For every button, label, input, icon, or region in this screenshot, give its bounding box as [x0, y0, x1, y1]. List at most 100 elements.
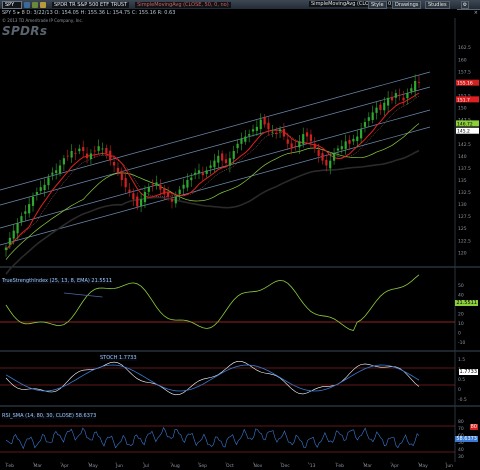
candle-body — [186, 179, 189, 188]
drawings-button[interactable]: Drawings — [392, 1, 422, 9]
candle-body — [410, 88, 413, 92]
candle-body — [190, 177, 193, 181]
candle-body — [305, 132, 309, 137]
rsi-upper-tag: 80 — [469, 424, 478, 430]
candle-body — [417, 81, 421, 83]
candle-body — [209, 165, 212, 168]
stoch-study-label[interactable]: STOCH 1.7733 — [100, 355, 137, 361]
price-tag-label: 151.7 — [457, 97, 470, 103]
x-axis-label: Feb — [6, 463, 14, 469]
candle-body — [217, 155, 220, 163]
candle-body — [201, 173, 204, 176]
copyright-text: © 2013 TD Ameritrade IP Company, Inc. — [2, 18, 83, 23]
x-axis-label: Feb — [336, 463, 344, 469]
sma20-line — [5, 96, 420, 252]
candle-body — [228, 158, 231, 166]
x-axis-label: '13 — [309, 463, 316, 469]
candle-body — [178, 189, 181, 195]
candle-body — [20, 216, 23, 222]
price-tick-label: 135 — [458, 178, 467, 184]
candle-body — [101, 148, 104, 150]
settings-gear-icon[interactable]: ⚙ — [461, 1, 469, 9]
study-label-sma34[interactable]: SimpleMovingAvg (CLOSE, 34, 0) — [309, 1, 396, 7]
candle-body — [221, 153, 224, 161]
candle-body — [236, 143, 239, 149]
channel-line — [0, 109, 431, 229]
candle-body — [163, 188, 166, 195]
candle-body — [139, 199, 143, 206]
chart-type-icon[interactable] — [24, 1, 30, 8]
candle-body — [383, 102, 386, 111]
tsi-study-label[interactable]: TrueStrengthIndex (25, 13, 8, EMA) 21.55… — [2, 278, 113, 284]
x-axis-label: Sep — [199, 463, 208, 469]
candle-body — [224, 159, 228, 164]
rsi-tick-label: 70 — [458, 426, 464, 432]
candle-body — [394, 93, 397, 98]
flexible-grid-icon[interactable] — [40, 1, 46, 8]
price-tag-box — [456, 79, 479, 86]
candle-body — [136, 196, 139, 207]
x-axis-label: Oct — [226, 463, 234, 469]
candle-body — [321, 153, 324, 161]
candle-body — [47, 177, 50, 186]
stoch-d-line — [5, 364, 420, 392]
candle-body — [259, 119, 262, 130]
price-tick-label: 157.5 — [458, 69, 471, 75]
channel-line — [0, 86, 431, 206]
compare-icon[interactable] — [32, 1, 38, 8]
style-button[interactable]: Style — [368, 1, 387, 9]
candle-body — [251, 129, 255, 132]
candle-body — [290, 143, 293, 149]
candle-body — [51, 172, 54, 175]
price-tick-label: 132.5 — [458, 190, 471, 196]
candle-body — [89, 153, 93, 160]
candle-body — [309, 134, 313, 142]
candle-body — [263, 117, 266, 125]
tsi-value-tag: 21.5511 — [455, 300, 478, 306]
price-tick-label: 142.5 — [458, 142, 471, 148]
rsi-line — [5, 426, 420, 450]
rsi-tick-label: 80 — [458, 419, 464, 425]
candle-body — [267, 122, 270, 130]
price-tick-label: 160 — [458, 57, 467, 63]
candle-body — [336, 148, 340, 151]
candle-body — [375, 107, 378, 113]
symbol-input[interactable]: SPY — [2, 0, 22, 9]
candle-body — [116, 167, 120, 173]
candle-body — [31, 196, 35, 206]
candle-body — [43, 184, 46, 190]
tsi-tick-label: -10 — [458, 340, 465, 346]
sma200-line — [5, 149, 420, 275]
x-axis-label: Apr — [391, 463, 399, 469]
study-label-sma50[interactable]: SimpleMovingAvg (CLOSE, 50, 0, no) — [135, 1, 231, 8]
candle-body — [213, 160, 216, 168]
candle-body — [4, 247, 8, 250]
rsi-study-label[interactable]: RSI_SMA (14, 80, 30, CLOSE) 58.6373 — [2, 413, 97, 419]
candle-body — [155, 182, 158, 186]
x-axis-label: Apr — [61, 463, 69, 469]
studies-button[interactable]: Studies — [425, 1, 450, 9]
candle-body — [302, 134, 305, 144]
price-tag-label: 155.16 — [457, 81, 473, 87]
price-tick-label: 122.5 — [458, 238, 471, 244]
rsi-tick-label: 50 — [458, 440, 464, 446]
rsi-tick-label: 40 — [458, 447, 464, 453]
candle-body — [70, 151, 73, 158]
candle-body — [109, 150, 112, 161]
price-tick-label: 130 — [458, 202, 467, 208]
candle-body — [58, 165, 62, 174]
price-tag-box — [456, 127, 479, 134]
x-axis-label: Jun — [115, 463, 123, 469]
x-axis-label: Nov — [254, 463, 263, 469]
scale-tag[interactable]: × — [473, 10, 478, 16]
price-info-text: SPY 5 ▸ 8 D: 3/22/13 O: 154.05 H: 155.36… — [2, 10, 176, 16]
candle-body — [271, 131, 274, 133]
x-axis-label: Aug — [171, 463, 180, 469]
candle-body — [97, 146, 100, 151]
sma150-line — [5, 123, 420, 260]
spdr-watermark-logo: SPDRs — [2, 24, 48, 38]
candle-body — [363, 122, 367, 127]
candle-body — [379, 104, 382, 110]
x-axis-label: Dec — [281, 463, 290, 469]
